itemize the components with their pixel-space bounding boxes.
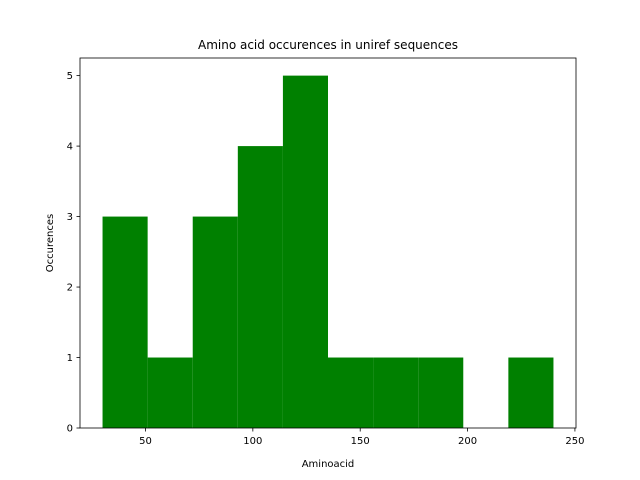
- bars-group: [102, 75, 554, 428]
- histogram-bar-0: [102, 216, 148, 428]
- histogram-bar-1: [147, 357, 193, 428]
- histogram-bar-2: [192, 216, 238, 428]
- plot-frame: [79, 57, 577, 429]
- histogram-bar-4: [282, 75, 328, 428]
- histogram-bar-5: [328, 357, 374, 428]
- y-tick-label: 0: [67, 424, 73, 435]
- x-tick-label: 50: [139, 436, 152, 447]
- y-tick-label: 1: [67, 353, 73, 364]
- histogram-bar-7: [418, 357, 464, 428]
- x-tick-label: 200: [458, 436, 477, 447]
- chart-title: Amino acid occurences in uniref sequence…: [198, 38, 458, 52]
- histogram-bar-9: [508, 357, 554, 428]
- y-tick-label: 5: [67, 71, 73, 82]
- y-tick-label: 4: [67, 142, 73, 153]
- x-tick-label: 250: [565, 436, 584, 447]
- y-tick-label: 3: [67, 212, 73, 223]
- y-axis-ticks: 0 1 2 3 4 5: [67, 71, 80, 435]
- x-tick-label: 150: [351, 436, 370, 447]
- histogram-bar-6: [373, 357, 419, 428]
- y-axis-label: Occurences: [45, 214, 56, 272]
- x-tick-label: 100: [243, 436, 262, 447]
- x-axis-label: Aminoacid: [302, 459, 355, 470]
- histogram-bar-3: [237, 146, 283, 428]
- x-axis-ticks: 50 100 150 200 250: [139, 428, 584, 447]
- y-tick-label: 2: [67, 283, 73, 294]
